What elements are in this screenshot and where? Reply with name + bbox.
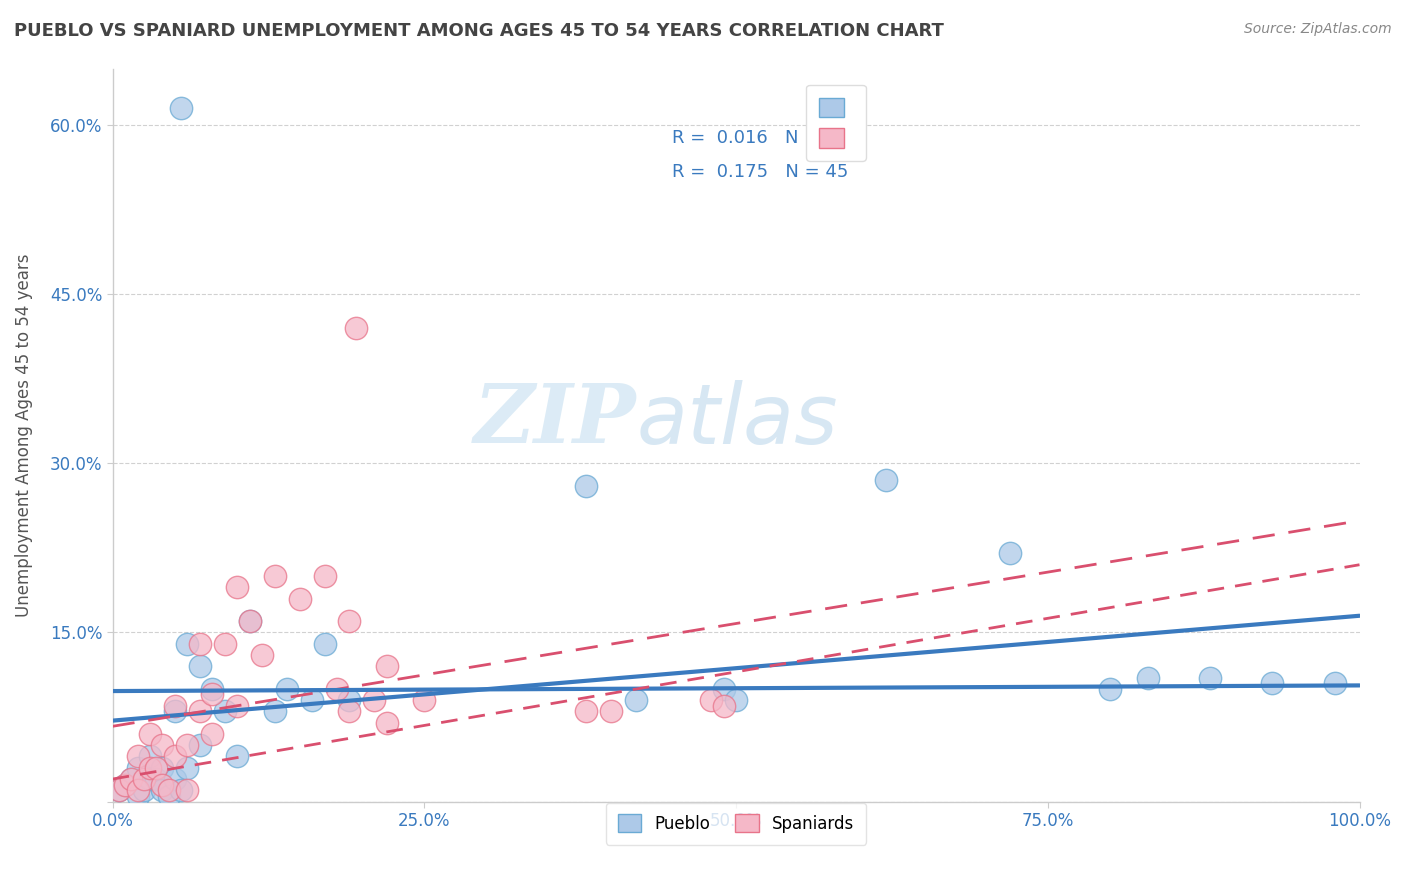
Point bbox=[145, 772, 167, 786]
Point bbox=[375, 659, 398, 673]
Point bbox=[188, 704, 211, 718]
Point bbox=[725, 693, 748, 707]
Point bbox=[339, 693, 361, 707]
Point bbox=[157, 783, 180, 797]
Text: atlas: atlas bbox=[637, 380, 838, 461]
Point bbox=[344, 321, 367, 335]
Point bbox=[201, 688, 224, 702]
Point bbox=[375, 715, 398, 730]
Point bbox=[163, 772, 186, 786]
Point bbox=[276, 681, 298, 696]
Point bbox=[239, 614, 262, 628]
Point bbox=[700, 693, 723, 707]
Text: ZIP: ZIP bbox=[474, 380, 637, 460]
Point bbox=[176, 738, 198, 752]
Point bbox=[226, 749, 249, 764]
Point bbox=[152, 761, 174, 775]
Point bbox=[713, 681, 735, 696]
Point bbox=[188, 659, 211, 673]
Point bbox=[176, 761, 198, 775]
Point bbox=[201, 681, 224, 696]
Point bbox=[226, 698, 249, 713]
Point bbox=[139, 749, 162, 764]
Point bbox=[163, 698, 186, 713]
Point bbox=[263, 569, 285, 583]
Point bbox=[152, 783, 174, 797]
Point bbox=[339, 704, 361, 718]
Point bbox=[314, 569, 336, 583]
Point bbox=[288, 591, 311, 606]
Point bbox=[120, 772, 142, 786]
Point bbox=[139, 727, 162, 741]
Point bbox=[214, 704, 236, 718]
Point bbox=[120, 772, 142, 786]
Text: Source: ZipAtlas.com: Source: ZipAtlas.com bbox=[1244, 22, 1392, 37]
Point bbox=[363, 693, 385, 707]
Point bbox=[301, 693, 323, 707]
Point bbox=[188, 637, 211, 651]
Point bbox=[713, 698, 735, 713]
Legend: Pueblo, Spaniards: Pueblo, Spaniards bbox=[606, 803, 866, 845]
Point bbox=[1261, 676, 1284, 690]
Point bbox=[145, 761, 167, 775]
Point bbox=[139, 772, 162, 786]
Point bbox=[132, 783, 155, 797]
Point bbox=[170, 783, 193, 797]
Point bbox=[152, 778, 174, 792]
Point bbox=[176, 783, 198, 797]
Point bbox=[132, 772, 155, 786]
Point bbox=[127, 789, 149, 803]
Point bbox=[139, 761, 162, 775]
Point bbox=[214, 637, 236, 651]
Point bbox=[170, 101, 193, 115]
Point bbox=[1099, 681, 1122, 696]
Point bbox=[114, 778, 136, 792]
Y-axis label: Unemployment Among Ages 45 to 54 years: Unemployment Among Ages 45 to 54 years bbox=[15, 253, 32, 616]
Point bbox=[176, 637, 198, 651]
Point bbox=[163, 704, 186, 718]
Point bbox=[239, 614, 262, 628]
Point bbox=[875, 473, 897, 487]
Point bbox=[157, 789, 180, 803]
Point bbox=[339, 614, 361, 628]
Point bbox=[114, 778, 136, 792]
Point bbox=[1136, 671, 1159, 685]
Point bbox=[127, 783, 149, 797]
Point bbox=[201, 727, 224, 741]
Point bbox=[314, 637, 336, 651]
Point bbox=[326, 681, 349, 696]
Point bbox=[108, 783, 131, 797]
Text: R =  0.016   N = 39: R = 0.016 N = 39 bbox=[672, 129, 848, 147]
Point bbox=[575, 704, 598, 718]
Point bbox=[152, 738, 174, 752]
Text: R =  0.175   N = 45: R = 0.175 N = 45 bbox=[672, 163, 848, 181]
Point bbox=[226, 580, 249, 594]
Point bbox=[263, 704, 285, 718]
Point bbox=[127, 761, 149, 775]
Point bbox=[575, 479, 598, 493]
Point bbox=[127, 749, 149, 764]
Point bbox=[1199, 671, 1222, 685]
Point bbox=[1000, 546, 1022, 560]
Point bbox=[1323, 676, 1346, 690]
Point bbox=[600, 704, 623, 718]
Point bbox=[188, 738, 211, 752]
Point bbox=[108, 783, 131, 797]
Point bbox=[626, 693, 648, 707]
Text: PUEBLO VS SPANIARD UNEMPLOYMENT AMONG AGES 45 TO 54 YEARS CORRELATION CHART: PUEBLO VS SPANIARD UNEMPLOYMENT AMONG AG… bbox=[14, 22, 943, 40]
Point bbox=[413, 693, 436, 707]
Point bbox=[163, 749, 186, 764]
Point bbox=[250, 648, 273, 662]
